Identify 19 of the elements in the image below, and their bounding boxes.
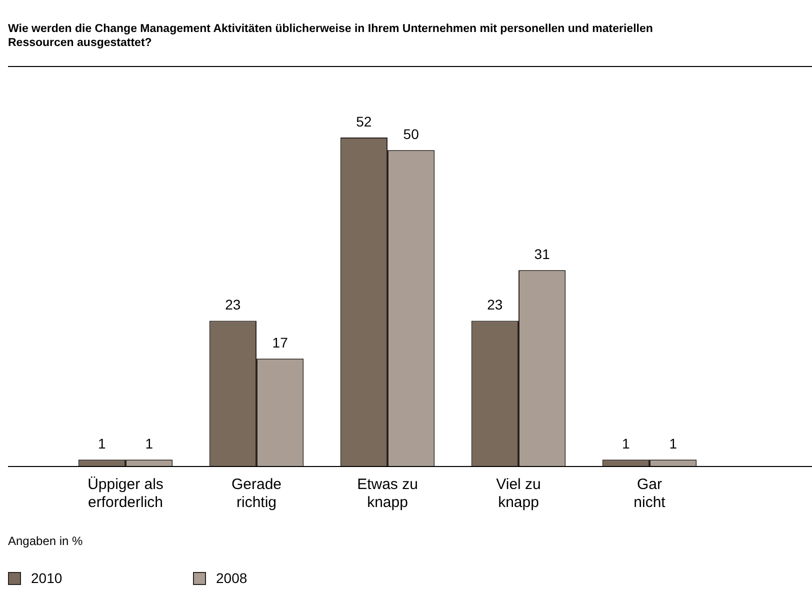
data-label: 23 bbox=[487, 296, 503, 313]
x-tick-label: Etwas zu knapp bbox=[357, 476, 418, 512]
x-tick-label: Üppiger als erforderlich bbox=[88, 476, 164, 512]
data-label: 1 bbox=[145, 436, 154, 452]
data-label: 1 bbox=[669, 436, 678, 452]
data-label: 52 bbox=[356, 113, 372, 130]
x-tick-label: Gerade richtig bbox=[231, 476, 282, 512]
x-tick-label: Viel zu knapp bbox=[496, 476, 541, 512]
legend-label: 2010 bbox=[31, 570, 62, 586]
chart-title: Wie werden die Change Management Aktivitäten üblicherweise in Ihrem Unternehmen mit personellen und materiellen Ressourcen ausgestattet? bbox=[8, 22, 654, 51]
legend-label: 2008 bbox=[216, 570, 248, 586]
data-label: 1 bbox=[622, 436, 630, 452]
data-label: 1 bbox=[98, 436, 106, 452]
data-label: 23 bbox=[225, 296, 241, 313]
data-label: 17 bbox=[272, 334, 288, 350]
x-tick-label: Gar nicht bbox=[634, 476, 666, 512]
data-label: 50 bbox=[403, 126, 420, 142]
data-label: 31 bbox=[534, 246, 550, 262]
text: Angaben in % bbox=[8, 534, 84, 548]
